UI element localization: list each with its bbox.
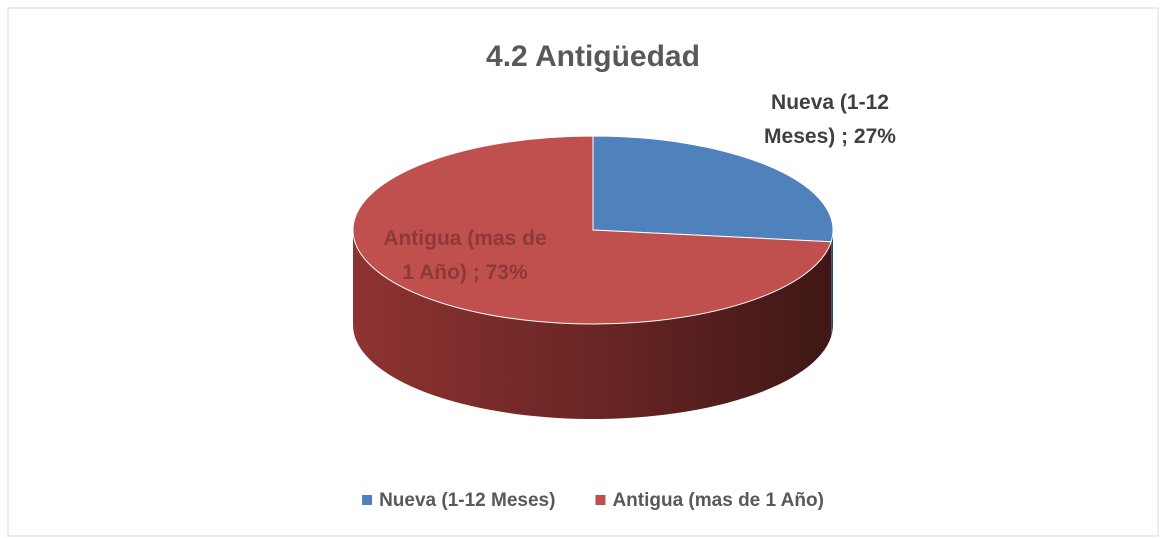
legend: Nueva (1-12 Meses) Antigua (mas de 1 Año) [362, 490, 824, 511]
legend-swatch [595, 495, 606, 505]
legend-label: Nueva (1-12 Meses) [379, 490, 555, 511]
data-label-line: 1 Año) ; 73% [402, 261, 528, 284]
data-label-line: Antigua (mas de [383, 227, 546, 250]
slice-side [831, 230, 833, 337]
data-label: Antigua (mas de 1 Año) ; 73% [383, 227, 546, 284]
slice [592, 135, 834, 243]
data-label: Nueva (1-12 Meses) ; 27% [764, 91, 896, 148]
data-label-line: Nueva (1-12 [771, 91, 889, 114]
chart-title: 4.2 Antigüedad [486, 40, 700, 73]
legend-swatch [362, 495, 373, 505]
slice [352, 135, 832, 325]
data-label-line: Meses) ; 27% [764, 125, 896, 148]
legend-label: Antigua (mas de 1 Año) [612, 490, 823, 511]
